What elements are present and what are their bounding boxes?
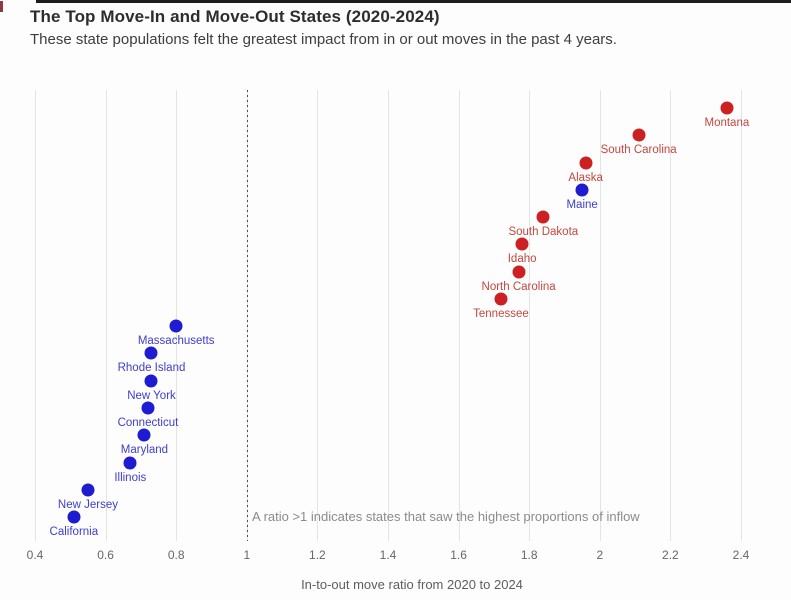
gridline-x-0.4 <box>35 90 36 541</box>
point-label-illinois: Illinois <box>114 471 147 484</box>
gridline-x-0.6 <box>105 90 107 541</box>
x-tick-label-2: 2 <box>596 548 604 562</box>
x-tick-label-1.2: 1.2 <box>309 548 326 562</box>
x-tick-label-1.4: 1.4 <box>379 548 397 562</box>
x-tick-label-0.8: 0.8 <box>167 548 185 562</box>
chart-subtitle: These state populations felt the greates… <box>30 31 617 48</box>
scatter-point-california <box>67 510 81 524</box>
point-label-connecticut: Connecticut <box>117 416 179 429</box>
reference-line-ratio-1 <box>246 90 248 541</box>
gridline-x-2.2 <box>670 90 672 541</box>
gridline-x-1.4 <box>388 90 389 541</box>
point-label-south-carolina: South Carolina <box>600 144 677 157</box>
point-label-maine: Maine <box>566 198 598 211</box>
screen-edge-artifact <box>36 0 791 3</box>
scatter-point-idaho <box>515 237 529 251</box>
scatter-point-rhode-island <box>144 346 158 360</box>
scatter-point-new-jersey <box>81 483 95 497</box>
reference-line-annotation: A ratio >1 indicates states that saw the… <box>252 509 640 524</box>
point-label-south-dakota: South Dakota <box>508 226 579 239</box>
point-label-north-carolina: North Carolina <box>481 280 556 293</box>
scatter-point-south-carolina <box>632 128 646 142</box>
scatter-point-massachusetts <box>169 319 183 333</box>
scatter-point-alaska <box>579 156 593 170</box>
x-axis-title: In-to-out move ratio from 2020 to 2024 <box>301 577 523 592</box>
point-label-massachusetts: Massachusetts <box>137 335 215 348</box>
point-label-california: California <box>49 526 99 539</box>
scatter-point-north-carolina <box>512 265 526 279</box>
gridline-x-1.8 <box>529 90 531 541</box>
point-label-tennessee: Tennessee <box>473 307 529 320</box>
screen-edge-red-artifact <box>0 1 3 12</box>
chart-title: The Top Move-In and Move-Out States (202… <box>30 7 440 26</box>
scatter-point-maryland <box>137 428 151 442</box>
gridline-x-0.8 <box>176 90 178 541</box>
x-tick-label-1.6: 1.6 <box>450 548 467 562</box>
point-label-rhode-island: Rhode Island <box>117 362 186 375</box>
x-tick-label-0.6: 0.6 <box>97 548 114 562</box>
gridline-x-2 <box>599 90 601 541</box>
point-label-maryland: Maryland <box>120 444 169 457</box>
point-label-montana: Montana <box>704 117 750 129</box>
scatter-point-maine <box>575 183 589 197</box>
gridline-x-2.4 <box>741 90 742 541</box>
scatter-point-montana <box>720 101 734 115</box>
point-label-alaska: Alaska <box>568 171 603 184</box>
scatter-point-connecticut <box>141 401 155 415</box>
gridline-x-1.2 <box>317 90 319 541</box>
x-tick-label-2.2: 2.2 <box>662 548 679 562</box>
point-label-new-york: New York <box>127 389 176 402</box>
point-label-idaho: Idaho <box>507 253 537 266</box>
point-label-new-jersey: New Jersey <box>57 498 118 511</box>
gridline-x-1.6 <box>458 90 460 541</box>
scatter-point-illinois <box>123 456 137 469</box>
x-tick-label-0.4: 0.4 <box>26 548 44 562</box>
scatter-point-new-york <box>144 374 158 388</box>
x-tick-label-1: 1 <box>243 548 251 562</box>
scatter-point-south-dakota <box>536 210 550 224</box>
x-tick-label-2.4: 2.4 <box>732 548 750 562</box>
scatter-point-tennessee <box>494 292 508 306</box>
x-tick-label-1.8: 1.8 <box>520 548 538 562</box>
